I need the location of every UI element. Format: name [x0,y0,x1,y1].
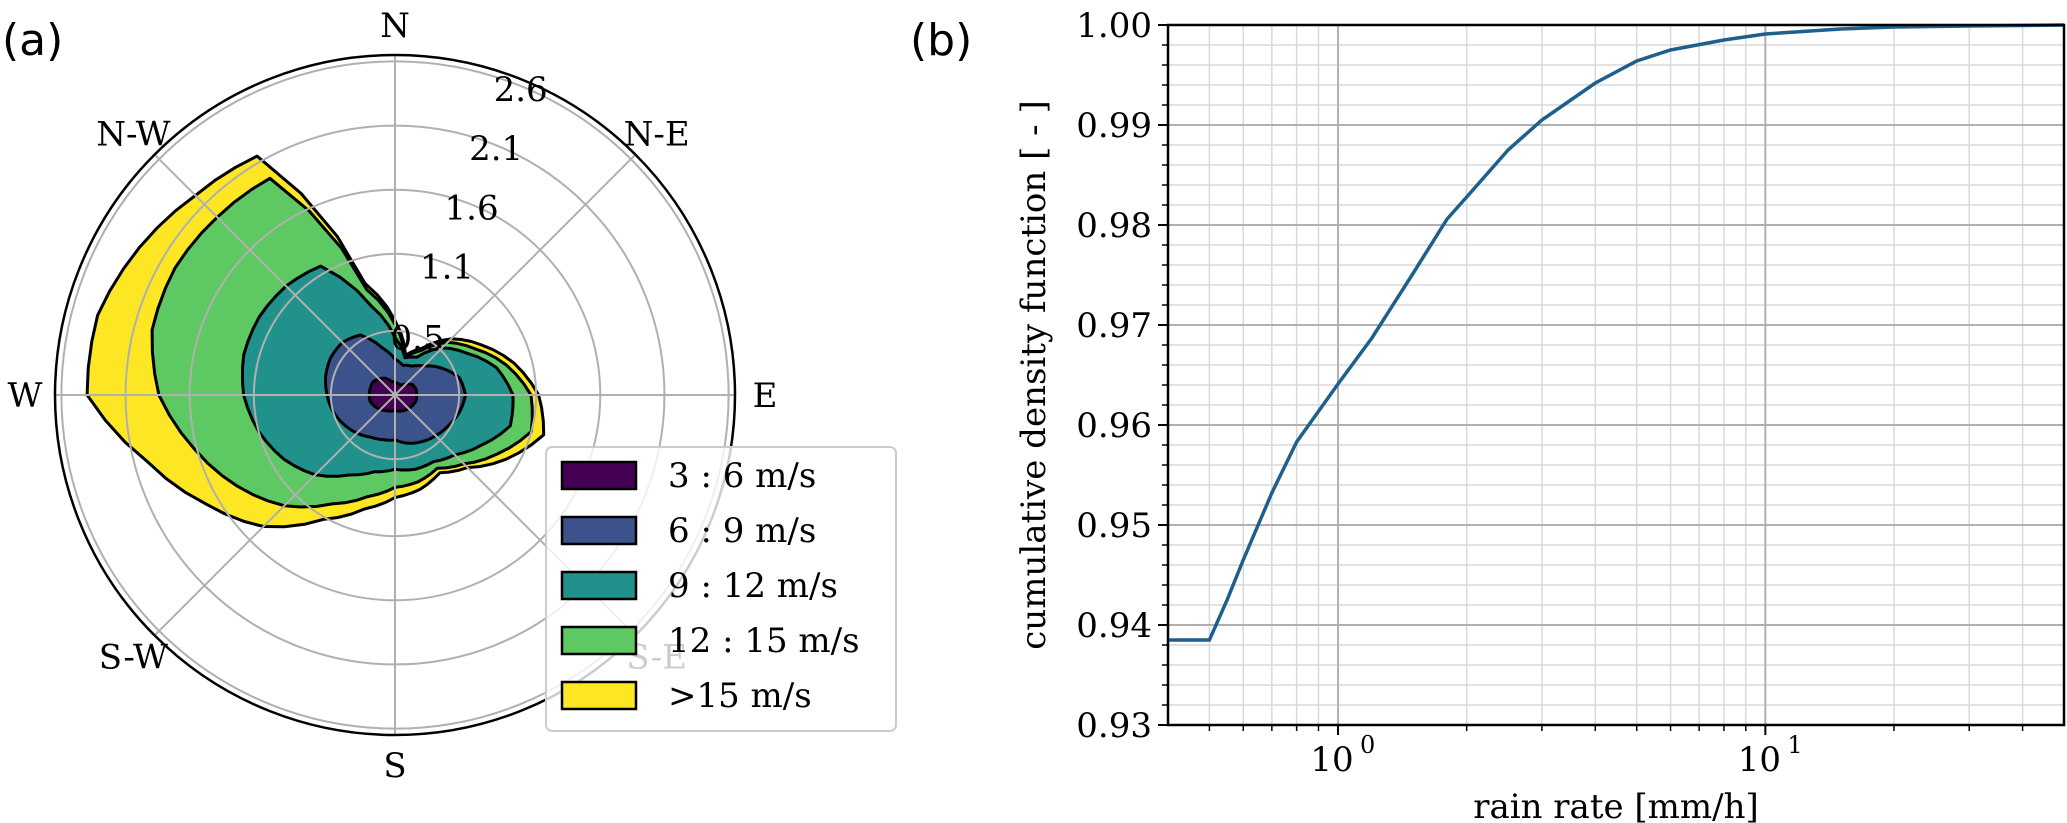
legend-swatch [560,625,638,656]
x-tick-label: 10 [1310,740,1353,780]
cdf-ylabel: cumulative density function [ - ] [1014,100,1054,649]
direction-label: E [753,376,778,416]
legend-label: 9 : 12 m/s [668,566,838,606]
x-tick-exponent: 0 [1360,731,1375,759]
y-tick-label: 0.98 [1076,206,1152,246]
cdf-major-grid [1168,24,2064,726]
direction-label: N-E [624,114,690,154]
x-tick-label: 10 [1738,740,1781,780]
radial-tick-label: 1.6 [445,188,499,228]
y-tick-label: 0.95 [1076,506,1152,546]
angular-gridline [153,153,396,396]
radial-tick-label: 2.1 [469,129,523,169]
direction-label: W [8,376,43,416]
cdf-minor-grid [1168,25,2064,725]
y-tick-label: 0.93 [1076,706,1152,746]
cdf-axes-frame [1166,23,2066,727]
panel-b-label: (b) [910,15,972,66]
windrose-legend: 3 : 6 m/s 6 : 9 m/s 9 : 12 m/s 12 : 15 m/s >… [545,446,897,732]
legend-label: 3 : 6 m/s [668,456,816,496]
legend-label: >15 m/s [668,676,812,716]
radial-tick-label: 0.5 [391,319,445,359]
y-tick-label: 1.00 [1076,6,1152,46]
direction-label: N [380,6,410,46]
y-tick-label: 0.99 [1076,106,1152,146]
panel-a-label: (a) [2,15,63,66]
legend-swatch [560,680,638,711]
y-tick-label: 0.97 [1076,306,1152,346]
legend-label: 12 : 15 m/s [668,621,860,661]
x-tick-exponent: 1 [1787,731,1802,759]
cdf-xlabel: rain rate [mm/h] [1473,787,1759,823]
angular-gridline [394,153,637,396]
legend-swatch [560,515,638,546]
radial-tick-label: 2.6 [494,70,548,110]
direction-label: S [383,746,406,786]
direction-label: S-W [99,638,168,678]
direction-label: N-W [96,114,170,154]
y-tick-label: 0.94 [1076,606,1152,646]
windrose-chart: NN-EES-ESS-WWN-W0.51.11.62.12.6 [8,6,778,786]
legend-swatch [560,570,638,601]
legend-swatch [560,460,638,491]
radial-tick-label: 1.1 [420,248,474,288]
angular-gridline [153,394,396,637]
legend-label: 6 : 9 m/s [668,511,816,551]
cdf-series-line [1168,23,2065,642]
polar-frame [53,53,737,737]
y-tick-label: 0.96 [1076,406,1152,446]
windrose-grid [53,53,737,737]
